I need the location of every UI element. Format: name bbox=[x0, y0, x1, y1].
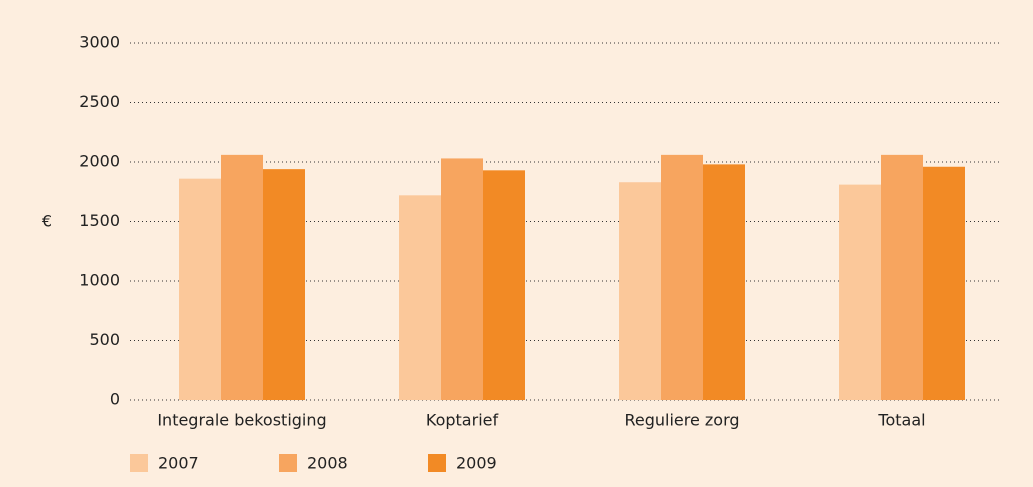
legend-swatch bbox=[130, 454, 148, 472]
bar bbox=[441, 158, 483, 400]
bar bbox=[179, 178, 221, 400]
bar bbox=[619, 182, 661, 400]
legend-swatch bbox=[279, 454, 297, 472]
legend-label: 2007 bbox=[158, 454, 199, 473]
legend-swatch bbox=[428, 454, 446, 472]
y-tick-label: 2500 bbox=[79, 92, 120, 111]
bar bbox=[703, 164, 745, 400]
y-tick-label: 0 bbox=[110, 390, 120, 409]
y-tick-label: 1000 bbox=[79, 271, 120, 290]
y-axis-label: € bbox=[42, 212, 52, 231]
bar bbox=[483, 170, 525, 400]
x-tick-label: Integrale bekostiging bbox=[157, 411, 326, 430]
legend-label: 2008 bbox=[307, 454, 348, 473]
bar bbox=[661, 154, 703, 400]
y-tick-label: 500 bbox=[89, 330, 120, 349]
bar bbox=[839, 184, 881, 400]
y-tick-label: 3000 bbox=[79, 33, 120, 52]
x-tick-label: Reguliere zorg bbox=[624, 411, 739, 430]
bar bbox=[263, 169, 305, 400]
x-tick-label: Koptarief bbox=[426, 411, 499, 430]
bar bbox=[399, 195, 441, 400]
legend-label: 2009 bbox=[456, 454, 497, 473]
x-tick-label: Totaal bbox=[877, 411, 925, 430]
bar bbox=[221, 154, 263, 400]
y-tick-label: 2000 bbox=[79, 152, 120, 171]
y-tick-label: 1500 bbox=[79, 211, 120, 230]
bar bbox=[881, 154, 923, 400]
bar bbox=[923, 166, 965, 400]
